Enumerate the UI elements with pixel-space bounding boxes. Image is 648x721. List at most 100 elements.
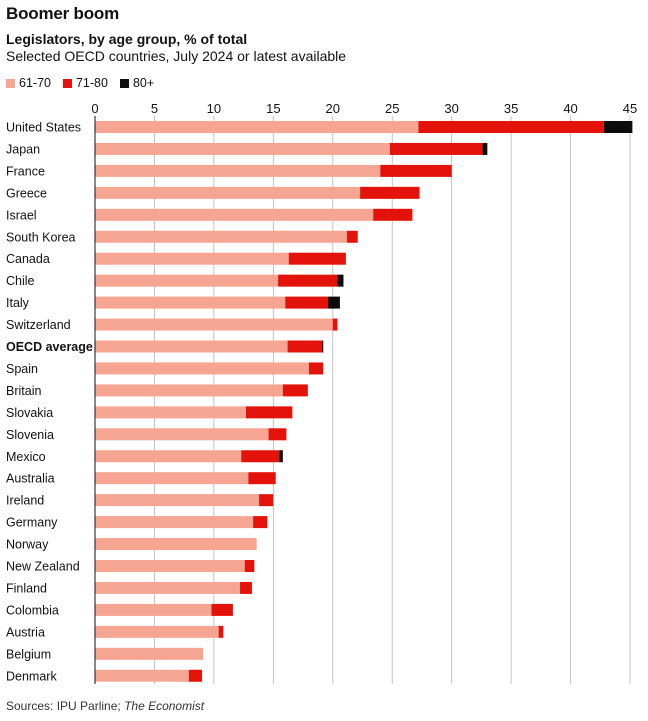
bar-segment xyxy=(95,362,309,375)
category-label: Slovakia xyxy=(6,406,53,420)
category-label: Japan xyxy=(6,142,40,156)
source-note: Sources: IPU Parline; The Economist xyxy=(6,699,204,713)
bar-segment xyxy=(95,406,246,419)
category-label: Denmark xyxy=(6,669,57,683)
bar-segment xyxy=(95,428,269,441)
bar-segment xyxy=(95,450,242,463)
bar-segment xyxy=(95,318,333,331)
x-tick-label: 10 xyxy=(207,101,221,116)
bar-segment xyxy=(95,296,286,309)
x-tick-label: 35 xyxy=(504,101,518,116)
chart-description: Selected OECD countries, July 2024 or la… xyxy=(6,48,347,64)
category-label: United States xyxy=(6,121,81,135)
bar-segment xyxy=(282,384,308,397)
category-label: Australia xyxy=(6,472,55,486)
x-tick-label: 25 xyxy=(385,101,399,116)
x-tick-label: 5 xyxy=(151,101,158,116)
category-label: Spain xyxy=(6,362,38,376)
bar-segment xyxy=(279,450,283,463)
bar-segment xyxy=(240,581,252,594)
bar-segment xyxy=(268,428,287,441)
legend-item-71-80: 71-80 xyxy=(62,76,108,90)
bar-segment xyxy=(218,625,224,638)
category-label: Germany xyxy=(6,516,58,530)
legend-item-80plus: 80+ xyxy=(119,76,155,90)
bar-segment xyxy=(95,384,283,397)
bar-segment xyxy=(95,472,249,485)
category-label: Colombia xyxy=(6,603,59,617)
category-label: Chile xyxy=(6,274,35,288)
legend-swatch-61-70 xyxy=(6,78,15,88)
bar-segment xyxy=(95,538,257,551)
chart-subtitle: Legislators, by age group, % of total xyxy=(6,31,248,47)
bar-segment xyxy=(95,647,204,660)
x-tick-label: 45 xyxy=(623,101,637,116)
bar-segment xyxy=(285,296,329,309)
x-tick-label: 20 xyxy=(326,101,340,116)
bar-segment xyxy=(95,142,390,155)
bar-segment xyxy=(309,362,324,375)
bar-segment xyxy=(95,121,419,133)
bar-segment xyxy=(288,252,346,265)
bar-segment xyxy=(347,230,358,243)
bar-segment xyxy=(380,164,452,177)
category-label: Slovenia xyxy=(6,428,54,442)
bar-segment xyxy=(95,340,288,353)
category-label: Canada xyxy=(6,252,50,266)
bar-segment xyxy=(259,494,274,507)
legend-label-80plus: 80+ xyxy=(132,76,155,90)
bar-segment xyxy=(95,625,219,638)
legend-label-61-70: 61-70 xyxy=(19,76,51,90)
bar-segment xyxy=(95,560,245,572)
category-label: Israel xyxy=(6,208,37,222)
bar-segment xyxy=(253,516,268,529)
bar-segment xyxy=(322,340,324,353)
category-label: Switzerland xyxy=(6,318,71,332)
x-tick-label: 15 xyxy=(266,101,280,116)
category-label: Italy xyxy=(6,296,30,310)
bar-segment xyxy=(95,252,289,265)
bar-segment xyxy=(287,340,323,353)
x-tick-label: 30 xyxy=(444,101,458,116)
bar-segment xyxy=(332,318,338,331)
source-publication: The Economist xyxy=(124,699,205,713)
category-label: Ireland xyxy=(6,494,44,508)
category-label: France xyxy=(6,164,45,178)
bar-segment xyxy=(95,186,361,199)
bar-segment xyxy=(95,516,254,529)
bar-segment xyxy=(248,472,276,485)
category-label: Britain xyxy=(6,384,41,398)
bar-segment xyxy=(95,669,189,682)
bar-segment xyxy=(95,603,212,616)
bar-segment xyxy=(389,142,483,155)
bar-segment xyxy=(95,274,279,287)
legend-item-61-70: 61-70 xyxy=(6,76,51,90)
chart-title: Boomer boom xyxy=(6,4,120,23)
bar-segment xyxy=(211,603,233,616)
bar-segment xyxy=(95,581,241,594)
bar-segment xyxy=(337,274,344,287)
bar-segment xyxy=(95,164,381,177)
bar-segment xyxy=(95,208,374,221)
bar-segment xyxy=(188,669,202,682)
bar-segment xyxy=(360,186,420,199)
category-label: Norway xyxy=(6,538,49,552)
category-label: Mexico xyxy=(6,450,46,464)
bar-segment xyxy=(244,560,255,572)
bar-segment xyxy=(278,274,338,287)
bar-segment xyxy=(603,121,633,133)
bar-segment xyxy=(95,230,348,243)
category-label: New Zealand xyxy=(6,560,80,574)
legend-label-71-80: 71-80 xyxy=(75,76,108,90)
x-tick-label: 0 xyxy=(91,101,98,116)
bar-segment xyxy=(418,121,604,133)
category-label: Belgium xyxy=(6,647,51,661)
x-tick-label: 40 xyxy=(563,101,577,116)
category-label: OECD average xyxy=(6,340,93,354)
legend-swatch-71-80 xyxy=(62,78,72,88)
legend-swatch-80plus xyxy=(119,78,129,88)
category-label: Greece xyxy=(6,186,47,200)
bar-segment xyxy=(245,406,293,419)
bar-segment xyxy=(328,296,340,309)
